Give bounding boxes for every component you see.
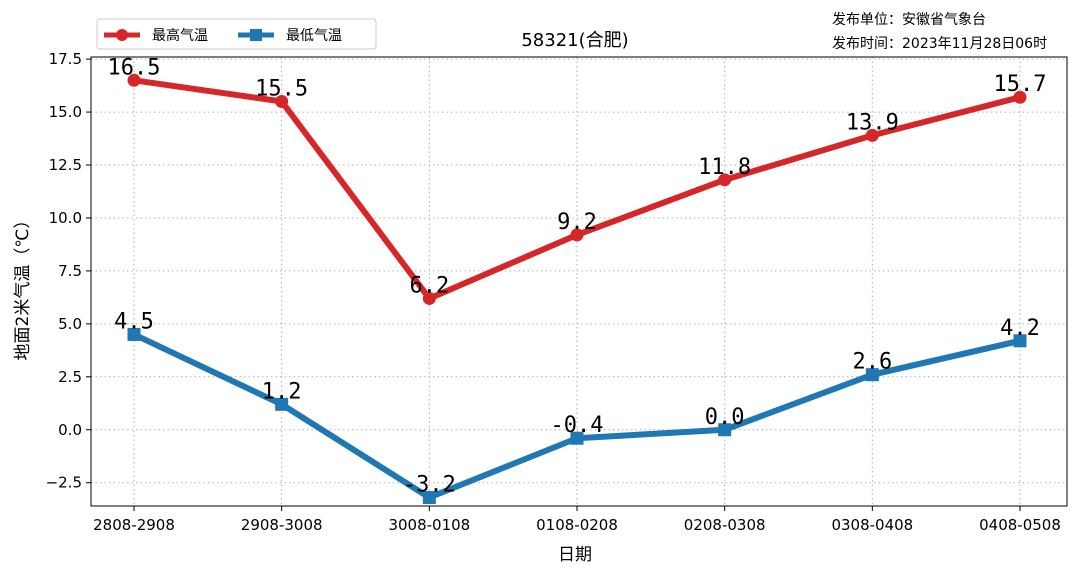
data-label: 4.2 — [1000, 316, 1040, 341]
x-tick-label: 0108-0208 — [536, 516, 618, 534]
data-point — [718, 423, 732, 437]
series-layer — [127, 73, 1027, 505]
y-tick-label: −2.5 — [46, 474, 82, 492]
legend: 最高气温 最低气温 — [96, 18, 377, 50]
data-label: 16.5 — [108, 55, 161, 80]
y-tick-label: 12.5 — [49, 156, 82, 174]
data-label: 13.9 — [846, 110, 899, 135]
data-label: 6.2 — [409, 273, 449, 298]
y-tick-label: 5.0 — [58, 315, 82, 333]
data-point — [127, 327, 141, 341]
data-label: 15.7 — [994, 72, 1047, 97]
y-tick-label: 2.5 — [58, 368, 82, 386]
legend-box — [96, 18, 377, 50]
data-label: 11.8 — [698, 155, 751, 180]
series-max-temp — [127, 73, 1027, 305]
data-label: 15.5 — [255, 76, 308, 101]
chart-title: 58321(合肥) — [521, 30, 628, 51]
y-tick-label: 17.5 — [49, 50, 82, 68]
data-point — [422, 491, 436, 505]
data-point — [422, 291, 436, 305]
series-min-temp — [127, 327, 1027, 505]
data-point — [570, 228, 584, 242]
data-label: -3.2 — [403, 473, 456, 498]
data-point — [1013, 90, 1027, 104]
publisher-text: 发布单位：安徽省气象台 — [832, 12, 986, 28]
data-point — [275, 397, 289, 411]
y-tick-label: 7.5 — [58, 262, 82, 280]
data-point — [718, 173, 732, 187]
data-label: -0.4 — [551, 413, 604, 438]
x-tick-label: 2808-2908 — [93, 516, 175, 534]
x-tick-label: 0308-0408 — [831, 516, 913, 534]
x-tick-label: 0208-0308 — [684, 516, 766, 534]
y-tick-label: 15.0 — [49, 103, 82, 121]
data-point — [275, 94, 289, 108]
y-tick-label: 10.0 — [49, 209, 82, 227]
axes: −2.5 0.0 2.5 5.0 7.5 10.0 12.5 15.0 17.5 2808-290… — [46, 50, 1061, 534]
y-axis-title: 地面2米气温（℃） — [13, 212, 33, 361]
y-tick-label: 0.0 — [58, 421, 82, 439]
grid-lines — [91, 57, 1067, 506]
data-label: 2.6 — [852, 350, 892, 375]
x-axis-title: 日期 — [558, 545, 592, 565]
data-label: 9.2 — [557, 210, 597, 235]
legend-min-marker — [250, 29, 262, 41]
data-label: 4.5 — [114, 309, 154, 334]
data-point — [570, 431, 584, 445]
x-tick-label: 0408-0508 — [979, 516, 1061, 534]
publish-time-text: 发布时间：2023年11月28日06时 — [832, 36, 1047, 52]
data-label: 0.0 — [705, 405, 745, 430]
legend-min-label: 最低气温 — [286, 28, 342, 44]
data-point — [865, 128, 879, 142]
legend-max-label: 最高气温 — [152, 27, 208, 44]
data-point — [1013, 334, 1027, 348]
data-point — [127, 73, 141, 87]
x-tick-label: 3008-0108 — [388, 516, 470, 534]
data-point — [865, 368, 879, 382]
x-tick-label: 2908-3008 — [241, 516, 323, 534]
data-labels: 16.5 15.5 6.2 9.2 11.8 13.9 15.7 4.5 1.2 -3.2 -0.4… — [108, 55, 1047, 497]
data-label: 1.2 — [262, 379, 302, 404]
plot-frame — [90, 56, 1068, 507]
legend-max-marker — [116, 29, 128, 41]
